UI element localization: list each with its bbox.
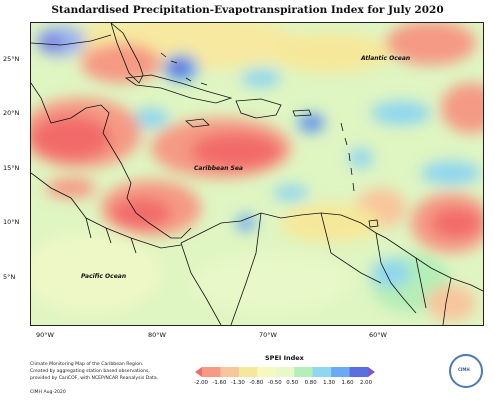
legend-tick-label: 1.60 bbox=[341, 380, 354, 386]
legend-swatch bbox=[349, 367, 369, 377]
legend-swatch-low-extreme bbox=[195, 367, 202, 377]
legend-tick-label: -0.50 bbox=[267, 380, 282, 386]
legend-swatch bbox=[275, 367, 295, 377]
legend-tick-label: 2.00 bbox=[360, 380, 373, 386]
legend-swatch bbox=[331, 367, 351, 377]
logo-text: CIMH bbox=[458, 367, 470, 372]
legend-tick-label: -1.60 bbox=[212, 380, 227, 386]
lat-label-10n: 10°N bbox=[3, 218, 20, 226]
map-panel: Atlantic Ocean Caribbean Sea Pacific Oce… bbox=[30, 22, 484, 326]
credit-line-2: Created by aggregating station based obs… bbox=[30, 369, 150, 374]
legend-tick-label: -2.00 bbox=[194, 380, 208, 386]
lon-label-70w: 70°W bbox=[259, 331, 277, 339]
pacific-ocean-label: Pacific Ocean bbox=[81, 273, 126, 280]
legend-swatch bbox=[294, 367, 314, 377]
legend-swatch-high-extreme bbox=[368, 367, 375, 377]
credit-line-1: Climate Monitoring Map of the Caribbean … bbox=[30, 362, 144, 367]
spei-anomaly-patches bbox=[31, 23, 483, 321]
legend-tick-label: 1.30 bbox=[323, 380, 336, 386]
credit-line-4: CIMH Aug-2020 bbox=[30, 390, 66, 395]
lat-label-25n: 25°N bbox=[3, 55, 20, 63]
legend-swatch bbox=[202, 367, 221, 377]
lat-label-15n: 15°N bbox=[3, 164, 20, 172]
legend-swatch bbox=[238, 367, 258, 377]
credit-line-3: provided by CariCOF, with NCEP/NCAR Rean… bbox=[30, 376, 159, 381]
lon-label-90w: 90°W bbox=[36, 331, 54, 339]
cimh-logo bbox=[449, 354, 483, 388]
spei-map: Atlantic Ocean Caribbean Sea Pacific Oce… bbox=[31, 23, 483, 325]
legend-tick-label: -1.30 bbox=[230, 380, 245, 386]
legend-tick-label: 0.80 bbox=[304, 380, 317, 386]
coastlines bbox=[31, 23, 483, 325]
lat-label-5n: 5°N bbox=[3, 273, 16, 281]
legend-title: SPEI Index bbox=[265, 354, 304, 362]
legend-tick-label: 0.50 bbox=[286, 380, 299, 386]
legend-swatch bbox=[220, 367, 240, 377]
legend-colorbar bbox=[195, 367, 375, 377]
atlantic-ocean-label: Atlantic Ocean bbox=[360, 55, 410, 62]
lon-label-60w: 60°W bbox=[369, 331, 387, 339]
legend-tick-label: -0.80 bbox=[249, 380, 264, 386]
caribbean-sea-label: Caribbean Sea bbox=[194, 165, 243, 172]
map-title: Standardised Precipitation-Evapotranspir… bbox=[51, 4, 444, 16]
lon-label-80w: 80°W bbox=[148, 331, 166, 339]
legend-swatch bbox=[312, 367, 332, 377]
legend-swatch bbox=[257, 367, 277, 377]
lat-label-20n: 20°N bbox=[3, 109, 20, 117]
